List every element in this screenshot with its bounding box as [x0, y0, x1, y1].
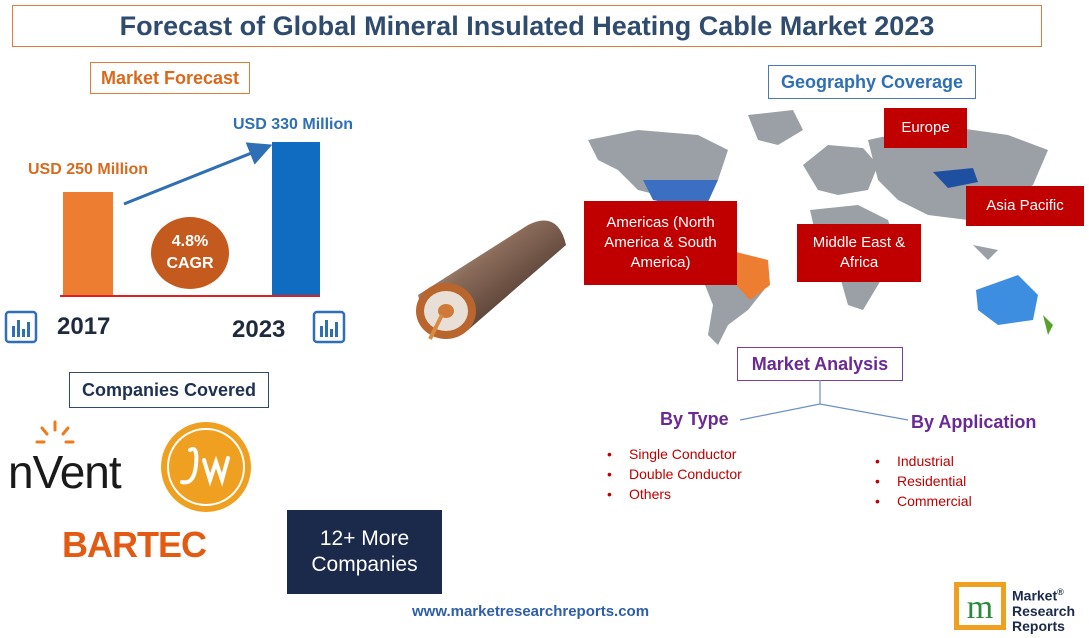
chart-baseline	[60, 295, 320, 297]
year-2017: 2017	[57, 313, 111, 340]
market-analysis-label: Market Analysis	[737, 347, 903, 381]
jw-logo	[161, 422, 251, 512]
bar-chart-icon	[4, 310, 38, 344]
list-item: Commercial	[871, 491, 972, 511]
heating-cable-image	[416, 220, 566, 340]
list-item: Industrial	[871, 451, 972, 471]
region-asia-pacific: Asia Pacific	[966, 186, 1084, 226]
bartec-logo: BARTEC	[62, 524, 207, 565]
svg-text:m: m	[967, 589, 993, 626]
companies-covered-label: Companies Covered	[69, 372, 269, 408]
region-americas: Americas (North America & South America)	[584, 201, 737, 285]
value-2023-label: USD 330 Million	[233, 116, 354, 133]
list-item: Single Conductor	[603, 444, 742, 464]
list-item: Residential	[871, 471, 972, 491]
region-middle-east-africa: Middle East & Africa	[797, 224, 921, 282]
brand-line1: Market	[1012, 587, 1058, 604]
registered-icon: ®	[1057, 587, 1064, 597]
nvent-sun-icon	[35, 420, 75, 444]
brand-line2: Research	[1012, 602, 1076, 619]
value-2017-label: USD 250 Million	[28, 161, 149, 178]
bar-2023	[272, 142, 320, 296]
market-forecast-label: Market Forecast	[90, 62, 250, 94]
list-item: Double Conductor	[603, 464, 742, 484]
brand-line3: Reports	[1012, 617, 1065, 634]
by-application-title: By Application	[911, 412, 1037, 432]
more-companies-box: 12+ More Companies	[287, 510, 442, 594]
page-title: Forecast of Global Mineral Insulated Hea…	[12, 5, 1042, 47]
nvent-logo: nVent	[8, 446, 122, 498]
list-item: Others	[603, 484, 742, 504]
website-link[interactable]: www.marketresearchreports.com	[412, 603, 650, 620]
more-companies-line2: Companies	[311, 553, 418, 576]
analysis-connector	[740, 380, 909, 421]
bar-2017	[63, 192, 113, 296]
cagr-label: CAGR	[166, 255, 214, 272]
more-companies-line1: 12+ More	[319, 527, 410, 550]
geography-coverage-label: Geography Coverage	[768, 65, 976, 99]
mrr-brand-text: Market® Research Reports	[1012, 585, 1075, 634]
year-2023: 2023	[232, 316, 286, 343]
by-type-title: By Type	[660, 409, 729, 429]
growth-arrow-icon	[123, 142, 273, 206]
bar-chart-icon	[312, 310, 346, 344]
cagr-badge: 4.8% CAGR	[151, 217, 229, 289]
cagr-value: 4.8%	[171, 233, 209, 250]
mrr-logo-icon: m	[954, 582, 1006, 630]
region-europe: Europe	[884, 108, 967, 148]
by-application-list: Industrial Residential Commercial	[871, 451, 972, 511]
by-type-list: Single Conductor Double Conductor Others	[603, 444, 742, 504]
